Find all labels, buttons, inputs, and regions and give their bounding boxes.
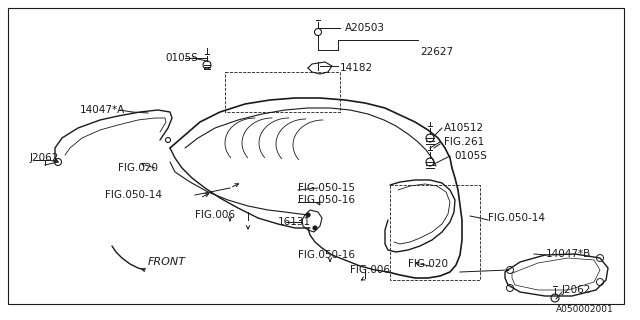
Text: 22627: 22627 bbox=[420, 47, 453, 57]
Text: FIG.006: FIG.006 bbox=[350, 265, 390, 275]
Text: FIG.050-16: FIG.050-16 bbox=[298, 250, 355, 260]
Text: 0105S: 0105S bbox=[165, 53, 198, 63]
Text: FIG.261: FIG.261 bbox=[444, 137, 484, 147]
Text: J2062: J2062 bbox=[562, 285, 591, 295]
Text: FIG.050-15: FIG.050-15 bbox=[298, 183, 355, 193]
Text: FIG.050-16: FIG.050-16 bbox=[298, 195, 355, 205]
Text: FIG.050-14: FIG.050-14 bbox=[105, 190, 162, 200]
Text: 14182: 14182 bbox=[340, 63, 373, 73]
Circle shape bbox=[306, 213, 310, 217]
Text: A20503: A20503 bbox=[345, 23, 385, 33]
Text: FIG.020: FIG.020 bbox=[118, 163, 158, 173]
Text: J2062: J2062 bbox=[30, 153, 60, 163]
Text: FIG.050-14: FIG.050-14 bbox=[488, 213, 545, 223]
Text: FRONT: FRONT bbox=[148, 257, 186, 267]
Text: A050002001: A050002001 bbox=[556, 306, 614, 315]
Text: FIG.006: FIG.006 bbox=[195, 210, 235, 220]
Text: FIG.020: FIG.020 bbox=[408, 259, 448, 269]
Text: 16131: 16131 bbox=[278, 217, 311, 227]
Text: A10512: A10512 bbox=[444, 123, 484, 133]
Text: 14047*B: 14047*B bbox=[546, 249, 591, 259]
Text: 14047*A: 14047*A bbox=[80, 105, 125, 115]
Circle shape bbox=[313, 226, 317, 230]
Text: 0105S: 0105S bbox=[454, 151, 487, 161]
